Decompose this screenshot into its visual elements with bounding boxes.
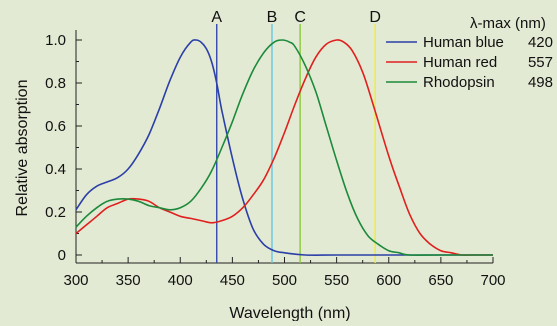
- x-tick-label: 400: [168, 272, 193, 289]
- marker-label-b: B: [267, 9, 278, 26]
- x-tick-label: 600: [376, 272, 401, 289]
- y-axis-title: Relative absorption: [14, 80, 31, 217]
- series-line-human-blue: [75, 39, 493, 256]
- marker-label-a: A: [211, 9, 222, 26]
- legend-label-human-blue: Human blue: [423, 34, 504, 51]
- legend-lambda-human-blue: 420: [528, 34, 553, 51]
- x-tick-label: 500: [272, 272, 297, 289]
- marker-label-c: C: [294, 9, 306, 26]
- y-tick-label: 0.6: [45, 118, 66, 135]
- legend-lambda-human-red: 557: [528, 54, 553, 71]
- x-tick-label: 300: [63, 272, 88, 289]
- series-lines: [75, 39, 493, 256]
- y-tick-label: 0.8: [45, 75, 66, 92]
- x-tick-label: 550: [324, 272, 349, 289]
- series-line-human-red: [75, 39, 493, 256]
- legend-label-human-red: Human red: [423, 54, 497, 71]
- legend-header: λ-max (nm): [470, 15, 546, 32]
- y-tick-label: 1.0: [45, 32, 66, 49]
- x-axis-title: Wavelength (nm): [229, 305, 350, 321]
- legend-lambda-rhodopsin: 498: [528, 74, 553, 91]
- marker-label-d: D: [369, 9, 381, 26]
- x-tick-label: 650: [428, 272, 453, 289]
- x-tick-label: 350: [116, 272, 141, 289]
- y-tick-label: 0.4: [45, 161, 66, 178]
- axes: 0 0.2 0.4 0.6 0.8 1.0 300 350 400 450 500 550 600 650…: [45, 30, 506, 289]
- legend-label-rhodopsin: Rhodopsin: [423, 74, 495, 91]
- y-tick-label: 0: [58, 247, 66, 264]
- series-line-rhodopsin: [75, 39, 493, 256]
- x-tick-label: 700: [480, 272, 505, 289]
- x-tick-label: 450: [220, 272, 245, 289]
- y-tick-label: 0.2: [45, 204, 66, 221]
- legend: λ-max (nm) Human blue 420 Human red 557 Rhod…: [386, 15, 553, 91]
